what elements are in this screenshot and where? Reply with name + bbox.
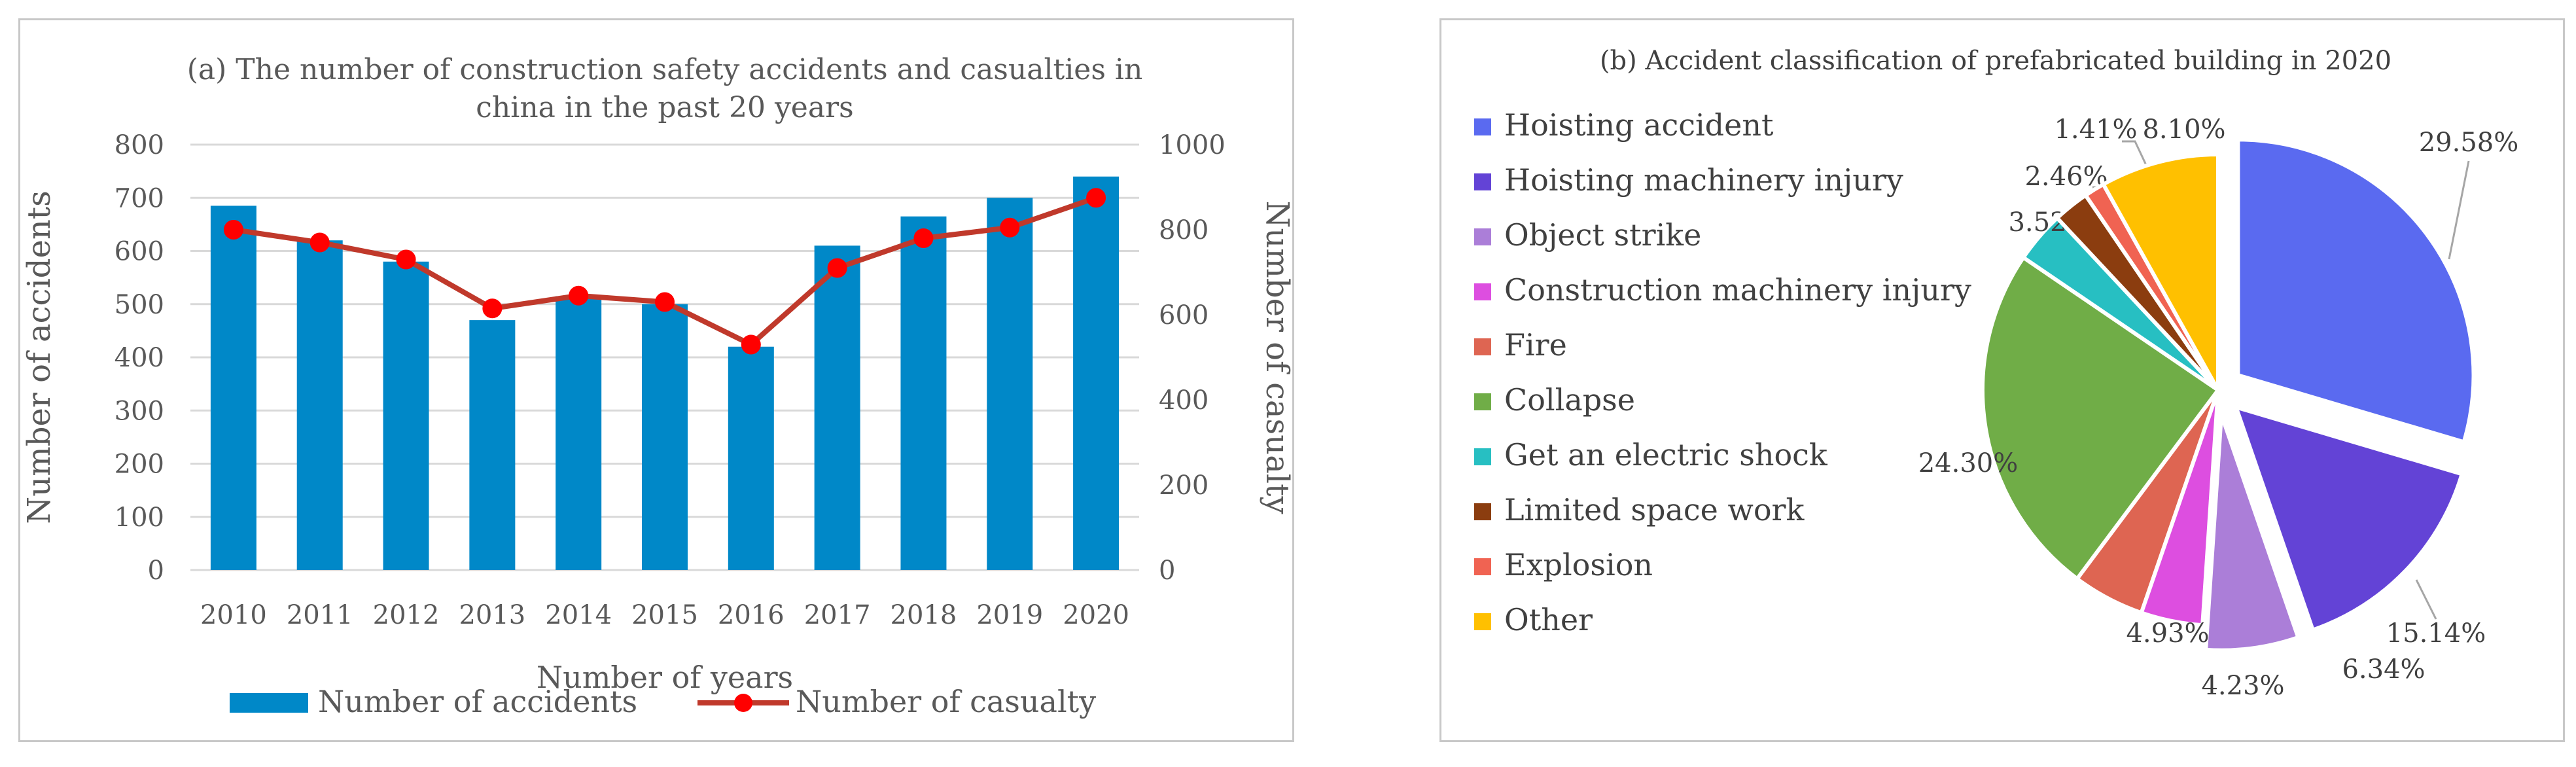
y-tick-label: 300	[115, 396, 164, 426]
legend-swatch-object-strike	[1474, 228, 1491, 245]
y-tick-label: 700	[115, 183, 164, 213]
y-tick-label: 800	[115, 130, 164, 160]
legend-label: Other	[1504, 602, 1593, 637]
pie-slice-object-strike	[2203, 414, 2301, 652]
y2-tick-label: 600	[1159, 300, 1209, 330]
legend-swatch-fire	[1474, 338, 1491, 355]
point-casualty-2020	[1086, 188, 1106, 208]
legend-swatch-limited-space-work	[1474, 503, 1491, 520]
y2-axis-title: Number of casualty	[1259, 200, 1292, 514]
y2-tick-label: 1000	[1159, 130, 1226, 160]
pie-slice-collapse	[1981, 255, 2221, 582]
pie-data-label: 6.34%	[2342, 654, 2425, 685]
bar-accidents-2016	[728, 346, 774, 570]
x-tick-label: 2013	[459, 600, 525, 630]
point-casualty-2018	[913, 228, 934, 248]
y-tick-label: 100	[115, 503, 164, 533]
pie-data-label: 29.58%	[2419, 128, 2519, 158]
y-tick-label: 200	[115, 450, 164, 480]
legend-swatch-hoisting-accident	[1474, 118, 1491, 135]
x-tick-label: 2018	[891, 600, 957, 630]
chart-a-panel: (a) The number of construction safety ac…	[18, 18, 1296, 742]
legend-label-accidents: Number of accidents	[318, 684, 637, 719]
point-casualty-2016	[741, 334, 761, 355]
y-axis-title: Number of accidents	[21, 190, 58, 524]
x-axis-title: Number of years	[537, 660, 793, 695]
chart-a-title-line: china in the past 20 years	[476, 91, 853, 124]
point-casualty-2015	[655, 292, 675, 312]
y-tick-label: 500	[115, 290, 164, 320]
legend-swatch-explosion	[1474, 558, 1491, 575]
y-tick-label: 0	[148, 556, 164, 586]
x-tick-label: 2016	[718, 600, 785, 630]
chart-b-panel: (b) Accident classification of prefabric…	[1439, 18, 2565, 742]
y-tick-label: 600	[115, 237, 164, 267]
x-tick-label: 2010	[200, 600, 267, 630]
pie-data-label: 1.41%	[2054, 115, 2137, 145]
legend-label: Explosion	[1504, 547, 1653, 582]
bar-accidents-2013	[469, 320, 516, 570]
y-tick-label: 400	[115, 343, 164, 373]
point-casualty-2019	[1000, 217, 1020, 238]
legend-swatch-collapse	[1474, 393, 1491, 410]
bar-accidents-2020	[1073, 176, 1120, 570]
point-casualty-2012	[396, 249, 416, 270]
pie-data-label: 4.23%	[2201, 671, 2284, 701]
pie-data-label: 4.93%	[2126, 618, 2209, 649]
legend-label: Construction machinery injury	[1504, 272, 1971, 308]
x-tick-label: 2011	[287, 600, 353, 630]
bar-accidents-2014	[556, 296, 602, 570]
pie-slice-hoisting-machinery-injury	[2232, 404, 2465, 633]
legend-swatch-construction-machinery-injury	[1474, 283, 1491, 300]
pie-leader-line	[2415, 579, 2437, 620]
legend-label-casualty: Number of casualty	[796, 684, 1096, 719]
bar-accidents-2017	[814, 245, 860, 570]
legend-label: Limited space work	[1504, 492, 1805, 527]
legend-label: Hoisting machinery injury	[1504, 162, 1903, 198]
y2-tick-label: 0	[1159, 556, 1175, 586]
pie-leader-line	[2448, 160, 2470, 260]
chart-a-svg: (a) The number of construction safety ac…	[21, 53, 1296, 719]
bar-accidents-2015	[642, 304, 688, 570]
y2-tick-label: 400	[1159, 385, 1209, 416]
pie-data-label: 24.30%	[1918, 448, 2019, 478]
y2-tick-label: 800	[1159, 215, 1209, 245]
chart-a-title-line: (a) The number of construction safety ac…	[187, 53, 1143, 86]
y2-tick-label: 200	[1159, 471, 1209, 501]
legend-label: Object strike	[1504, 217, 1701, 253]
pie-slice-other	[2100, 152, 2220, 398]
x-tick-label: 2020	[1063, 600, 1129, 630]
legend-marker-casualty	[734, 694, 752, 712]
chart-b-svg: (b) Accident classification of prefabric…	[1474, 46, 2519, 701]
x-tick-label: 2014	[545, 600, 612, 630]
x-tick-label: 2012	[373, 600, 440, 630]
chart-b-title: (b) Accident classification of prefabric…	[1600, 46, 2391, 76]
point-casualty-2014	[569, 285, 589, 306]
point-casualty-2013	[482, 298, 503, 319]
pie-data-label: 15.14%	[2386, 618, 2486, 649]
bar-accidents-2012	[383, 261, 429, 570]
point-casualty-2010	[223, 220, 243, 240]
bar-accidents-2019	[987, 198, 1033, 570]
legend-swatch-other	[1474, 613, 1491, 630]
bar-accidents-2011	[296, 240, 343, 570]
legend-label: Fire	[1504, 327, 1567, 363]
pie-data-label: 8.10%	[2142, 115, 2225, 145]
point-casualty-2011	[309, 232, 330, 253]
legend-label: Get an electric shock	[1504, 437, 1828, 473]
x-tick-label: 2019	[976, 600, 1043, 630]
legend-label: Hoisting accident	[1504, 107, 1774, 143]
legend-swatch-accidents	[230, 693, 308, 713]
legend-label: Collapse	[1504, 382, 1635, 418]
x-tick-label: 2015	[631, 600, 698, 630]
x-tick-label: 2017	[804, 600, 871, 630]
point-casualty-2017	[827, 258, 847, 278]
bar-accidents-2018	[900, 216, 947, 570]
pie-slice-hoisting-accident	[2236, 137, 2476, 445]
bar-accidents-2010	[210, 205, 256, 570]
legend-swatch-get-an-electric-shock	[1474, 448, 1491, 465]
legend-swatch-hoisting-machinery-injury	[1474, 173, 1491, 190]
